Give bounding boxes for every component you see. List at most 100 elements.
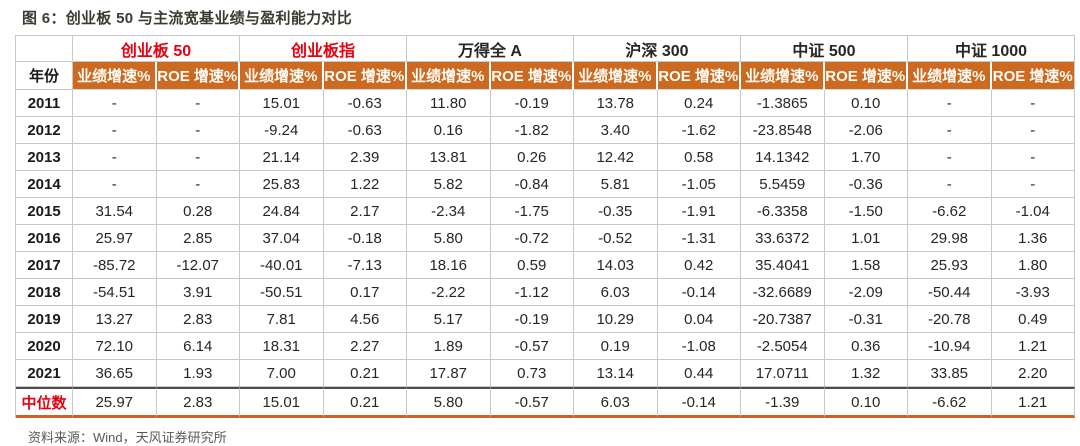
value-cell: 14.1342	[741, 144, 825, 171]
value-cell: -1.50	[824, 198, 908, 225]
value-cell: 0.10	[824, 90, 908, 117]
value-cell: 0.10	[824, 387, 908, 418]
row-label: 2017	[16, 252, 73, 279]
value-cell: -9.24	[240, 117, 324, 144]
subheader-growth: 业绩增速%	[240, 62, 324, 90]
value-cell: 0.04	[657, 306, 741, 333]
figure-title: 图 6：创业板 50 与主流宽基业绩与盈利能力对比	[22, 10, 353, 27]
value-cell: 1.80	[991, 252, 1075, 279]
table-body: 2011- -15.01 -0.63 11.80 -0.19 13.78 0.24 -1.38…	[16, 90, 1075, 418]
value-cell: 18.31	[240, 333, 324, 360]
row-label: 2016	[16, 225, 73, 252]
value-cell: -0.14	[657, 387, 741, 418]
value-cell: 0.58	[657, 144, 741, 171]
value-cell: -	[991, 171, 1075, 198]
value-cell: 0.16	[407, 117, 491, 144]
value-cell: 5.82	[407, 171, 491, 198]
value-cell: 2.83	[156, 306, 240, 333]
value-cell: 18.16	[407, 252, 491, 279]
value-cell: 3.91	[156, 279, 240, 306]
value-cell: -7.13	[323, 252, 407, 279]
value-cell: 2.20	[991, 360, 1075, 387]
value-cell: 36.65	[73, 360, 157, 387]
value-cell: 2.27	[323, 333, 407, 360]
value-cell: -	[908, 117, 992, 144]
value-cell: -0.31	[824, 306, 908, 333]
value-cell: -2.5054	[741, 333, 825, 360]
subheader-roe: ROE 增速%	[323, 62, 407, 90]
value-cell: 12.42	[574, 144, 658, 171]
value-cell: 5.80	[407, 387, 491, 418]
value-cell: -6.62	[908, 198, 992, 225]
value-cell: 1.32	[824, 360, 908, 387]
subheader-roe: ROE 增速%	[824, 62, 908, 90]
value-cell: 33.85	[908, 360, 992, 387]
value-cell: 7.00	[240, 360, 324, 387]
value-cell: 3.40	[574, 117, 658, 144]
value-cell: 0.24	[657, 90, 741, 117]
sub-header-row: 年份 业绩增速% ROE 增速% 业绩增速% ROE 增速% 业绩增速% ROE…	[16, 62, 1075, 90]
value-cell: 7.81	[240, 306, 324, 333]
data-row: 2018 -54.51 3.91 -50.51 0.17 -2.22 -1.12 6.03 -0…	[16, 279, 1075, 306]
median-row: 中位数 25.97 2.83 15.01 0.21 5.80 -0.57 6.03 -0.14-…	[16, 387, 1075, 418]
value-cell: 0.44	[657, 360, 741, 387]
value-cell: -50.51	[240, 279, 324, 306]
value-cell: -	[908, 144, 992, 171]
value-cell: -0.14	[657, 279, 741, 306]
row-label: 2011	[16, 90, 73, 117]
value-cell: 5.5459	[741, 171, 825, 198]
value-cell: -	[908, 171, 992, 198]
value-cell: -2.22	[407, 279, 491, 306]
value-cell: -0.63	[323, 90, 407, 117]
value-cell: 0.42	[657, 252, 741, 279]
value-cell: -0.19	[490, 90, 574, 117]
value-cell: 1.21	[991, 333, 1075, 360]
value-cell: 1.21	[991, 387, 1075, 418]
value-cell: -3.93	[991, 279, 1075, 306]
value-cell: -	[73, 90, 157, 117]
value-cell: 13.81	[407, 144, 491, 171]
value-cell: 25.83	[240, 171, 324, 198]
row-label: 2021	[16, 360, 73, 387]
subheader-growth: 业绩增速%	[407, 62, 491, 90]
value-cell: 10.29	[574, 306, 658, 333]
value-cell: 14.03	[574, 252, 658, 279]
row-label: 2015	[16, 198, 73, 225]
value-cell: 1.01	[824, 225, 908, 252]
data-row: 2012- - -9.24 -0.63 0.16 -1.82 3.40 -1.62 -23.85…	[16, 117, 1075, 144]
value-cell: 1.36	[991, 225, 1075, 252]
corner-cell	[16, 36, 73, 62]
data-row: 2015 31.54 0.28 24.84 2.17 -2.34 -1.75 -0.35 -1.…	[16, 198, 1075, 225]
subheader-roe: ROE 增速%	[490, 62, 574, 90]
value-cell: 11.80	[407, 90, 491, 117]
value-cell: -2.06	[824, 117, 908, 144]
value-cell: 1.93	[156, 360, 240, 387]
subheader-growth: 业绩增速%	[574, 62, 658, 90]
data-row: 2021 36.65 1.93 7.00 0.21 17.87 0.73 13.14 0.44 1…	[16, 360, 1075, 387]
subheader-roe: ROE 增速%	[991, 62, 1075, 90]
year-column-header: 年份	[16, 62, 73, 90]
row-label: 2014	[16, 171, 73, 198]
value-cell: 5.81	[574, 171, 658, 198]
subheader-growth: 业绩增速%	[908, 62, 992, 90]
value-cell: 2.17	[323, 198, 407, 225]
value-cell: 0.73	[490, 360, 574, 387]
value-cell: 37.04	[240, 225, 324, 252]
subheader-roe: ROE 增速%	[156, 62, 240, 90]
value-cell: 6.03	[574, 279, 658, 306]
value-cell: -0.63	[323, 117, 407, 144]
value-cell: 2.83	[156, 387, 240, 418]
value-cell: 1.70	[824, 144, 908, 171]
value-cell: -	[156, 144, 240, 171]
value-cell: -1.91	[657, 198, 741, 225]
value-cell: -1.39	[741, 387, 825, 418]
data-row: 2011- -15.01 -0.63 11.80 -0.19 13.78 0.24 -1.38…	[16, 90, 1075, 117]
value-cell: -1.04	[991, 198, 1075, 225]
group-header-row: 创业板 50 创业板指 万得全 A 沪深 300 中证 500 中证 1000	[16, 36, 1075, 62]
value-cell: -6.3358	[741, 198, 825, 225]
value-cell: 1.89	[407, 333, 491, 360]
value-cell: 6.03	[574, 387, 658, 418]
value-cell: 13.27	[73, 306, 157, 333]
value-cell: -54.51	[73, 279, 157, 306]
subheader-growth: 业绩增速%	[73, 62, 157, 90]
